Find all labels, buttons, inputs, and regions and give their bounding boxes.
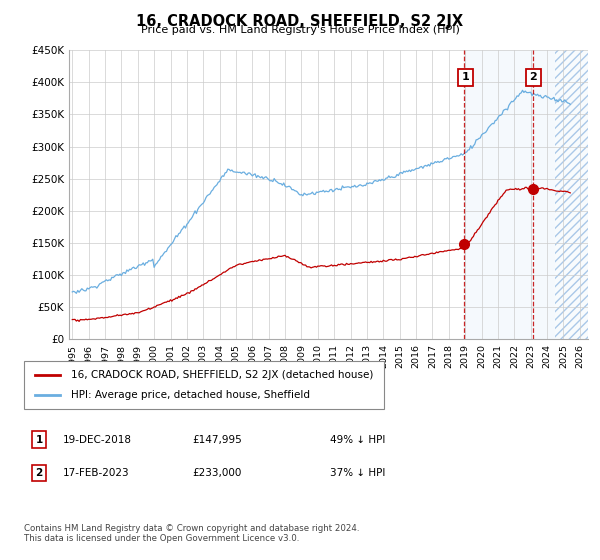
Text: 2: 2 (35, 468, 43, 478)
Text: £147,995: £147,995 (192, 435, 242, 445)
Text: Contains HM Land Registry data © Crown copyright and database right 2024.
This d: Contains HM Land Registry data © Crown c… (24, 524, 359, 543)
Text: Price paid vs. HM Land Registry's House Price Index (HPI): Price paid vs. HM Land Registry's House … (140, 25, 460, 35)
Text: 49% ↓ HPI: 49% ↓ HPI (330, 435, 385, 445)
Text: £233,000: £233,000 (192, 468, 241, 478)
Bar (555, 50, 588, 339)
Text: 1: 1 (461, 72, 469, 82)
Text: 37% ↓ HPI: 37% ↓ HPI (330, 468, 385, 478)
FancyBboxPatch shape (24, 361, 384, 409)
Text: HPI: Average price, detached house, Sheffield: HPI: Average price, detached house, Shef… (71, 390, 310, 400)
Text: 19-DEC-2018: 19-DEC-2018 (63, 435, 132, 445)
Bar (464, 50, 555, 339)
Bar (555, 50, 588, 339)
Text: 16, CRADOCK ROAD, SHEFFIELD, S2 2JX (detached house): 16, CRADOCK ROAD, SHEFFIELD, S2 2JX (det… (71, 370, 373, 380)
Text: 1: 1 (35, 435, 43, 445)
Text: 17-FEB-2023: 17-FEB-2023 (63, 468, 130, 478)
Text: 16, CRADOCK ROAD, SHEFFIELD, S2 2JX: 16, CRADOCK ROAD, SHEFFIELD, S2 2JX (136, 14, 464, 29)
Text: 2: 2 (530, 72, 538, 82)
